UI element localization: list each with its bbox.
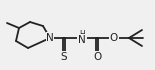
Text: S: S [61, 52, 67, 62]
Text: H: H [79, 29, 85, 38]
Text: O: O [110, 33, 118, 43]
Text: N: N [46, 33, 54, 43]
Text: N: N [78, 35, 86, 45]
Text: O: O [93, 52, 101, 62]
